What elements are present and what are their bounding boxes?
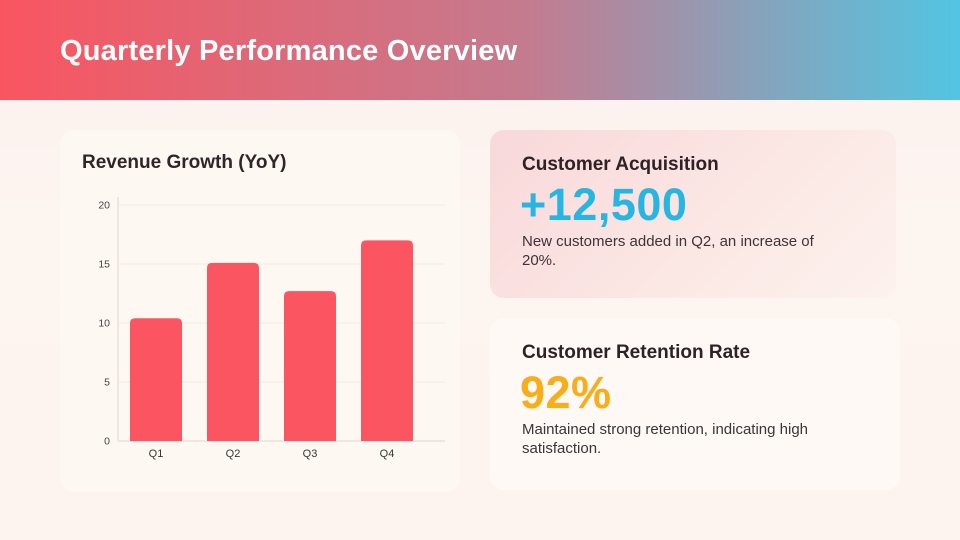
revenue-chart-card: Revenue Growth (YoY) 0 5 10 15 20 Q1 Q2 Q3 Q4 [60, 130, 460, 492]
bar-q1 [130, 318, 182, 441]
customer-retention-card: Customer Retention Rate 92% Maintained s… [490, 318, 900, 490]
page-title: Quarterly Performance Overview [60, 35, 518, 67]
x-tick-label: Q3 [303, 448, 318, 460]
revenue-bar-chart: 0 5 10 15 20 Q1 Q2 Q3 Q4 [98, 197, 445, 460]
bar-q4 [361, 240, 413, 441]
x-tick-label: Q2 [226, 448, 241, 460]
customer-acquisition-card: Customer Acquisition +12,500 New custome… [490, 130, 896, 298]
x-tick-label: Q4 [380, 448, 395, 460]
bar-q3 [284, 291, 336, 441]
bar-q2 [207, 262, 259, 441]
stat-description-acquisition: New customers added in Q2, an increase o… [522, 233, 814, 269]
stat-value-acquisition: +12,500 [520, 179, 688, 230]
stat-title-retention: Customer Retention Rate [522, 342, 751, 363]
y-tick-label: 15 [98, 259, 110, 271]
y-tick-label: 20 [98, 200, 110, 212]
header-banner: Quarterly Performance Overview [0, 0, 960, 100]
stat-value-retention: 92% [520, 367, 612, 418]
stat-description-retention: Maintained strong retention, indicating … [522, 421, 809, 457]
y-tick-label: 0 [104, 436, 110, 448]
y-tick-label: 5 [104, 377, 110, 389]
chart-title: Revenue Growth (YoY) [82, 152, 287, 173]
x-tick-label: Q1 [149, 448, 164, 460]
y-tick-label: 10 [98, 318, 110, 330]
stat-title-acquisition: Customer Acquisition [522, 154, 719, 175]
